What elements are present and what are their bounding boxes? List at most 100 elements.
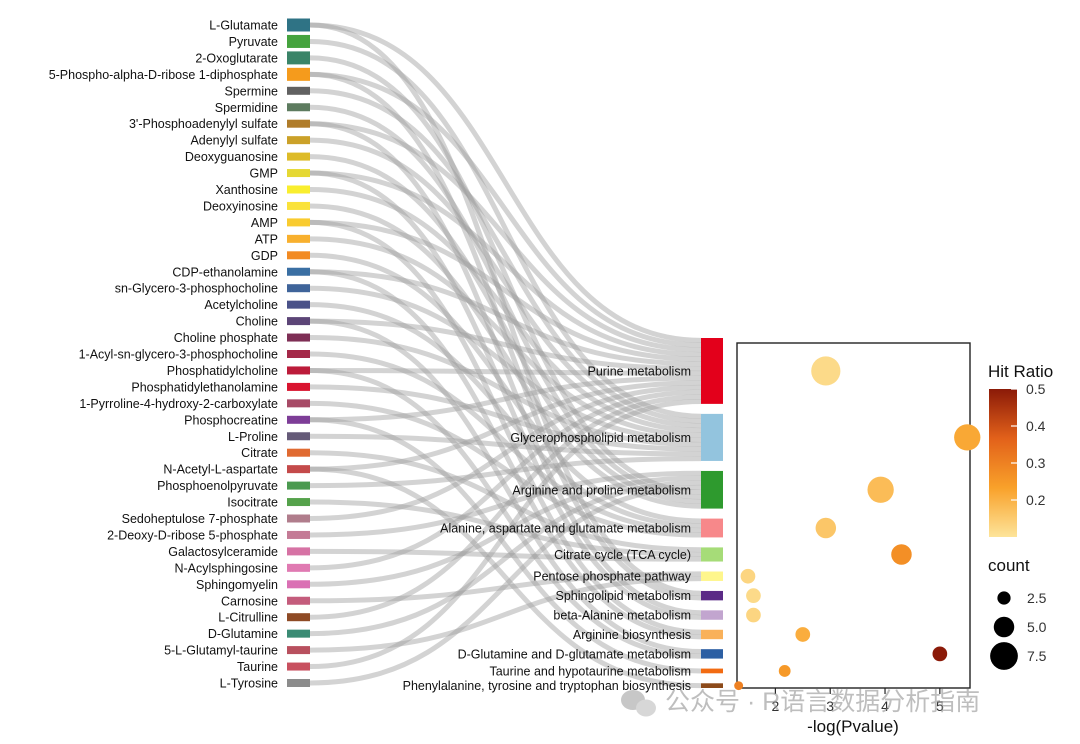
size-key-label: 2.5 — [1027, 590, 1047, 606]
link — [309, 121, 702, 616]
node-alanine-aspartate-and-glutamate-metabolism — [701, 518, 723, 538]
link — [309, 499, 702, 557]
link — [309, 170, 702, 620]
node-label-cdp-ethanolamine: CDP-ethanolamine — [172, 265, 278, 279]
node-label-beta-alanine-metabolism: beta-Alanine metabolism — [553, 609, 691, 623]
node-gdp — [287, 251, 310, 260]
node-purine-metabolism — [701, 338, 723, 404]
x-axis: 2 3 4 5 — [771, 688, 944, 714]
link — [309, 137, 702, 429]
link — [309, 351, 702, 533]
x-tick-label: 4 — [881, 698, 889, 714]
node-label-citrate-cycle-tca-cycle: Citrate cycle (TCA cycle) — [554, 548, 691, 562]
node-label-deoxyguanosine: Deoxyguanosine — [185, 150, 278, 164]
sankey-links — [309, 22, 702, 689]
link — [309, 170, 702, 357]
node-2-deoxy-d-ribose-5-phosphate — [287, 530, 310, 539]
node-citrate-cycle-tca-cycle — [701, 547, 723, 562]
size-legend-items: 2.5 5.0 7.5 — [990, 590, 1047, 670]
point-pentose-phosphate-pathway — [740, 568, 756, 584]
scatter-panel-frame — [736, 342, 971, 689]
node-label-taurine: Taurine — [237, 660, 278, 674]
scatter-points — [734, 356, 981, 691]
node-label-1-pyrroline-4-hydroxy-2-carboxylate: 1-Pyrroline-4-hydroxy-2-carboxylate — [79, 397, 278, 411]
point-glycerophospholipid-metabolism — [954, 424, 981, 451]
point-taurine-and-hypotaurine-metabolism — [778, 665, 791, 677]
node-acetylcholine — [287, 300, 310, 309]
node-label-taurine-and-hypotaurine-metabolism: Taurine and hypotaurine metabolism — [489, 664, 691, 678]
node-label-l-tyrosine: L-Tyrosine — [220, 677, 278, 691]
node-label-carnosine: Carnosine — [221, 594, 278, 608]
link — [309, 433, 702, 457]
link — [309, 375, 702, 423]
node-label-acetylcholine: Acetylcholine — [204, 298, 278, 312]
node-label-citrate: Citrate — [241, 446, 278, 460]
node-citrate — [287, 448, 310, 457]
node-label-amp: AMP — [251, 216, 278, 230]
link — [309, 38, 702, 419]
point-sphingolipid-metabolism — [746, 588, 761, 603]
node-label-phosphatidylcholine: Phosphatidylcholine — [167, 364, 278, 378]
node-gmp — [287, 169, 310, 178]
node-label-sn-glycero-3-phosphocholine: sn-Glycero-3-phosphocholine — [115, 282, 278, 296]
node-label-isocitrate: Isocitrate — [227, 496, 278, 510]
size-legend-title: count — [988, 556, 1030, 575]
link — [309, 475, 702, 587]
node-l-citrulline — [287, 613, 310, 622]
node-spermidine — [287, 103, 310, 112]
node-isocitrate — [287, 498, 310, 507]
node-n-acetyl-l-aspartate — [287, 465, 310, 474]
color-tick-label: 0.5 — [1026, 381, 1046, 397]
node-taurine — [287, 662, 310, 671]
link — [309, 203, 702, 509]
link — [309, 389, 702, 571]
link — [309, 219, 702, 635]
node-5-l-glutamyl-taurine — [287, 646, 310, 655]
link — [309, 22, 702, 596]
link — [309, 104, 702, 500]
node-sn-glycero-3-phosphocholine — [287, 284, 310, 293]
link — [309, 285, 702, 443]
node-label-1-acyl-sn-glycero-3-phosphocholine: 1-Acyl-sn-glycero-3-phosphocholine — [79, 348, 278, 362]
point-alanine-aspartate-and-glutamate-metabolism — [815, 517, 837, 539]
node-label-n-acylsphingosine: N-Acylsphingosine — [174, 561, 278, 575]
point-citrate-cycle-tca-cycle — [891, 544, 912, 565]
node-sedoheptulose-7-phosphate — [287, 514, 310, 523]
node-label-pentose-phosphate-pathway: Pentose phosphate pathway — [533, 570, 692, 584]
node-beta-alanine-metabolism — [701, 610, 723, 620]
color-legend-title: Hit Ratio — [988, 362, 1053, 381]
node-carnosine — [287, 596, 310, 605]
link — [309, 71, 702, 348]
node-d-glutamine-and-d-glutamate-metabolism — [701, 649, 723, 659]
node-spermine — [287, 86, 310, 95]
node-2-oxoglutarate — [287, 51, 310, 65]
link — [309, 450, 702, 553]
link — [309, 394, 702, 620]
link — [309, 367, 702, 376]
point-purine-metabolism — [811, 356, 841, 386]
link — [309, 335, 702, 447]
link — [309, 55, 702, 495]
link — [309, 187, 702, 433]
size-key-label: 5.0 — [1027, 619, 1047, 635]
size-key-dot — [990, 642, 1018, 670]
link — [309, 480, 702, 637]
node-phosphatidylcholine — [287, 366, 310, 375]
node-label-5-l-glutamyl-taurine: 5-L-Glutamyl-taurine — [164, 644, 278, 658]
node-adenylyl-sulfate — [287, 136, 310, 145]
node-1-acyl-sn-glycero-3-phosphocholine — [287, 350, 310, 358]
node-label-spermine: Spermine — [225, 84, 279, 98]
node-phenylalanine-tyrosine-and-tryptophan-biosynthesis — [701, 683, 723, 688]
node-label-l-proline: L-Proline — [228, 430, 278, 444]
link — [309, 318, 702, 655]
link — [309, 466, 702, 689]
link — [309, 121, 702, 353]
node-glycerophospholipid-metabolism — [701, 413, 723, 461]
link — [309, 384, 702, 452]
node-label-gdp: GDP — [251, 249, 278, 263]
node-label-choline: Choline — [236, 315, 278, 329]
node-l-glutamate — [287, 18, 310, 32]
node-label-galactosylceramide: Galactosylceramide — [168, 545, 278, 559]
node-deoxyinosine — [287, 201, 310, 210]
node-label-l-citrulline: L-Citrulline — [218, 611, 278, 625]
